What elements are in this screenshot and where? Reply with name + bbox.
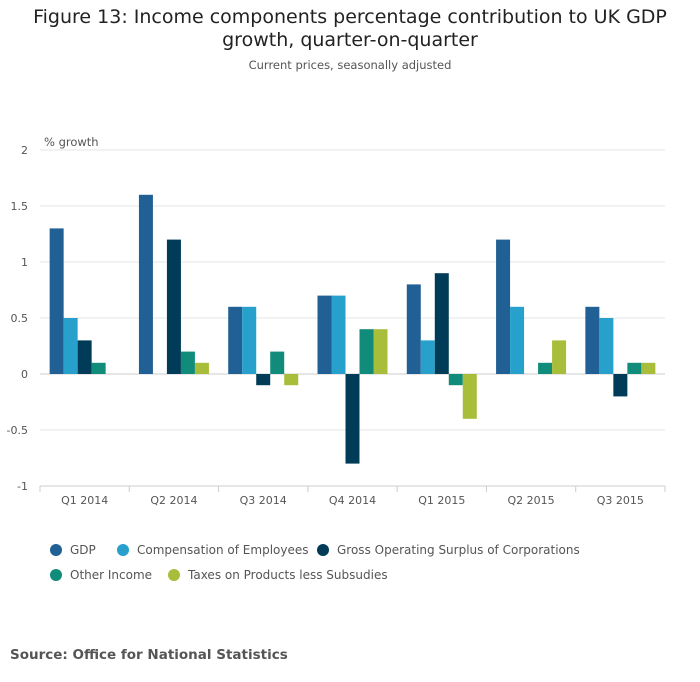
legend-marker-icon: [168, 569, 180, 581]
bar-taxes-on-products-less-subsudies: [373, 329, 388, 374]
x-tick-label: Q1 2014: [61, 494, 108, 507]
bar-other-income: [180, 351, 195, 374]
bar-other-income: [91, 362, 106, 374]
y-tick-label: 2: [21, 144, 28, 157]
y-tick-label: -0.5: [7, 424, 28, 437]
bar-other-income: [448, 374, 463, 386]
bar-compensation-of-employees: [599, 318, 614, 374]
source-note: Source: Office for National Statistics: [10, 647, 288, 663]
y-tick-label: 1.5: [11, 200, 29, 213]
legend-label: Gross Operating Surplus of Corporations: [337, 543, 580, 557]
legend-label: Other Income: [70, 568, 153, 582]
bar-taxes-on-products-less-subsudies: [284, 374, 299, 386]
bar-taxes-on-products-less-subsudies: [641, 362, 656, 374]
bar-taxes-on-products-less-subsudies: [552, 340, 567, 374]
legend-marker-icon: [50, 544, 62, 556]
y-axis-label: % growth: [44, 135, 99, 149]
x-tick-label: Q3 2015: [597, 494, 644, 507]
bar-gdp: [406, 284, 421, 374]
bar-gdp: [496, 239, 511, 374]
legend-item[interactable]: Compensation of Employees: [117, 543, 309, 557]
legend-item[interactable]: Gross Operating Surplus of Corporations: [317, 543, 580, 557]
legend-item[interactable]: GDP: [50, 543, 96, 557]
bar-other-income: [359, 329, 374, 374]
x-tick-label: Q1 2015: [418, 494, 465, 507]
legend-marker-icon: [50, 569, 62, 581]
bar-other-income: [538, 362, 553, 374]
bar-gross-operating-surplus-of-corporations: [345, 374, 360, 464]
legend-item[interactable]: Taxes on Products less Subsudies: [168, 568, 388, 582]
y-tick-label: 0.5: [11, 312, 29, 325]
bar-gross-operating-surplus-of-corporations: [77, 340, 92, 374]
x-tick-label: Q2 2015: [507, 494, 554, 507]
bar-compensation-of-employees: [510, 306, 525, 374]
bar-compensation-of-employees: [242, 306, 257, 374]
x-tick-label: Q2 2014: [150, 494, 197, 507]
chart-subtitle: Current prices, seasonally adjusted: [248, 58, 452, 72]
x-tick-label: Q4 2014: [329, 494, 376, 507]
bar-compensation-of-employees: [331, 295, 346, 374]
y-tick-label: 0: [21, 368, 28, 381]
bar-taxes-on-products-less-subsudies: [462, 374, 477, 419]
legend-item[interactable]: Other Income: [50, 568, 152, 582]
bar-gdp: [228, 306, 243, 374]
bar-gross-operating-surplus-of-corporations: [613, 374, 628, 397]
x-tick-label: Q3 2014: [240, 494, 287, 507]
y-tick-label: -1: [17, 480, 28, 493]
legend-marker-icon: [117, 544, 129, 556]
bar-other-income: [270, 351, 285, 374]
bar-gdp: [317, 295, 332, 374]
bar-gross-operating-surplus-of-corporations: [166, 239, 181, 374]
y-tick-label: 1: [21, 256, 28, 269]
legend-label: Taxes on Products less Subsudies: [188, 568, 388, 582]
legend-label: GDP: [70, 543, 96, 557]
bar-gross-operating-surplus-of-corporations: [256, 374, 271, 386]
bar-other-income: [627, 362, 642, 374]
legend-marker-icon: [317, 544, 329, 556]
bar-gdp: [49, 228, 64, 374]
chart-title: Figure 13: Income components percentage …: [33, 6, 667, 51]
bar-gdp: [585, 306, 600, 374]
bar-taxes-on-products-less-subsudies: [194, 362, 209, 374]
legend-label: Compensation of Employees: [137, 543, 309, 557]
bar-gdp: [138, 194, 153, 374]
bar-compensation-of-employees: [63, 318, 78, 374]
bar-gross-operating-surplus-of-corporations: [434, 273, 449, 374]
bar-compensation-of-employees: [420, 340, 435, 374]
